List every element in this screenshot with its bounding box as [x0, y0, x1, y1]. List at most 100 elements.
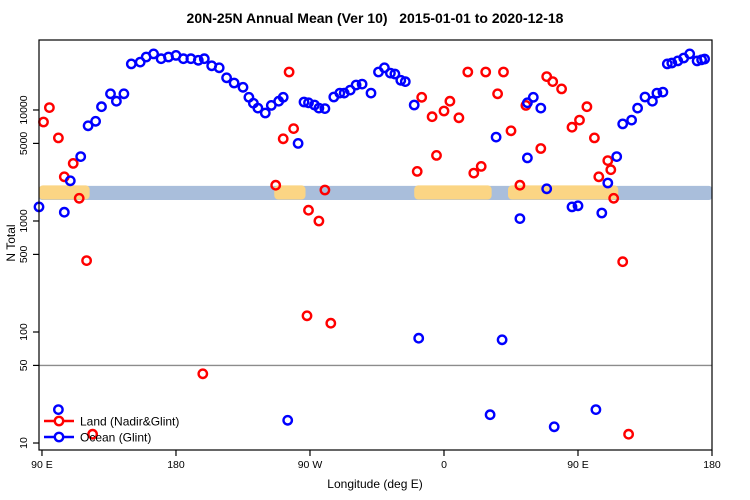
x-tick-label: 90 E [31, 459, 53, 471]
land-coverage-band-segment [39, 185, 90, 200]
ocean-data-point [64, 175, 76, 187]
x-tick-label: 0 [441, 459, 447, 471]
legend-label: Land (Nadir&Glint) [80, 415, 179, 429]
ocean-data-point [384, 67, 396, 79]
ocean-data-point [596, 207, 608, 219]
ocean-data-point [651, 87, 663, 99]
ocean-data-point [53, 404, 64, 415]
ocean-data-point [484, 409, 496, 421]
ocean-data-point [213, 62, 225, 74]
ocean-data-point [350, 79, 362, 91]
ocean-data-point [292, 137, 304, 149]
ocean-data-point [58, 206, 70, 218]
ocean-data-point [572, 200, 584, 212]
ocean-data-point [548, 421, 560, 433]
land-data-point [556, 83, 567, 95]
y-tick-label: 10000 [18, 95, 30, 124]
land-data-point [453, 112, 465, 124]
ocean-data-point [661, 58, 673, 70]
ocean-data-point [90, 115, 102, 127]
ocean-data-point [125, 58, 137, 70]
land-data-point [498, 66, 509, 78]
ocean-data-point [399, 76, 411, 88]
ocean-data-point [522, 97, 533, 109]
y-tick-label: 1000 [18, 209, 30, 233]
land-coverage-band-segment [274, 185, 306, 200]
land-data-point [325, 317, 337, 329]
ocean-data-point [105, 88, 116, 100]
ocean-data-point [378, 62, 390, 74]
ocean-data-point [626, 114, 637, 126]
ocean-data-point [228, 77, 240, 89]
ocean-data-point [522, 152, 533, 164]
land-data-point [197, 368, 209, 380]
land-coverage-band-segment [414, 185, 492, 200]
land-data-point [81, 255, 93, 266]
land-data-point [505, 125, 517, 137]
land-data-point [438, 105, 450, 117]
chart-title: 20N-25N Annual Mean (Ver 10) 2015-01-01 … [186, 10, 564, 26]
land-data-point [53, 132, 64, 144]
legend-label: Ocean (Glint) [80, 431, 151, 445]
land-data-point [444, 95, 456, 107]
ocean-data-point [611, 151, 623, 163]
land-data-point [608, 192, 620, 204]
ocean-data-point [527, 91, 539, 103]
ocean-data-point [313, 102, 325, 114]
ocean-data-point [75, 151, 87, 163]
land-data-point [87, 428, 99, 440]
ocean-data-point [277, 91, 289, 103]
x-tick-label: 90 E [567, 459, 589, 471]
ocean-data-point [111, 95, 122, 107]
ocean-data-point [535, 102, 547, 114]
ocean-data-point [496, 334, 508, 346]
land-data-point [270, 179, 282, 191]
ocean-data-point [356, 78, 368, 90]
ocean-data-point [221, 72, 233, 84]
land-data-point [411, 165, 423, 177]
y-tick-label: 500 [18, 245, 30, 263]
land-data-point [426, 111, 438, 123]
ocean-data-point [96, 101, 107, 113]
land-data-point [301, 310, 313, 322]
x-tick-label: 180 [167, 459, 185, 471]
ocean-data-point [413, 332, 425, 344]
ocean-data-point [514, 213, 526, 225]
ocean-data-point [334, 87, 346, 99]
land-data-point [431, 149, 442, 161]
ocean-data-point [590, 404, 602, 415]
y-tick-label: 5000 [18, 132, 30, 156]
ocean-data-point [389, 68, 401, 80]
plot-box [38, 39, 713, 451]
land-data-point [480, 66, 492, 78]
x-tick-label: 90 W [298, 459, 323, 471]
ocean-data-point [148, 48, 160, 60]
y-tick-label: 100 [18, 323, 30, 341]
land-data-point [602, 155, 614, 167]
ocean-data-point [566, 201, 578, 213]
ocean-data-point [617, 118, 629, 130]
ocean-data-point [118, 88, 130, 100]
land-data-point [617, 256, 629, 268]
land-data-point [313, 215, 325, 227]
land-data-point [535, 143, 547, 154]
legend-marker [53, 431, 65, 443]
ocean-data-point [198, 53, 210, 65]
y-tick-label: 10 [18, 437, 30, 449]
ocean-data-point [319, 103, 331, 115]
land-data-point [277, 133, 289, 145]
land-data-point [73, 192, 85, 204]
land-data-point [605, 164, 617, 176]
land-data-point [67, 157, 79, 169]
ocean-data-point [657, 86, 669, 98]
ocean-data-point [699, 53, 710, 65]
land-data-point [574, 114, 585, 126]
ocean-data-point [192, 54, 204, 66]
ocean-data-point [647, 95, 658, 107]
ocean-data-point [282, 414, 294, 426]
land-data-point [44, 102, 55, 114]
ocean-data-point [602, 177, 614, 189]
ocean-data-point [541, 183, 553, 195]
land-data-point [589, 132, 600, 144]
